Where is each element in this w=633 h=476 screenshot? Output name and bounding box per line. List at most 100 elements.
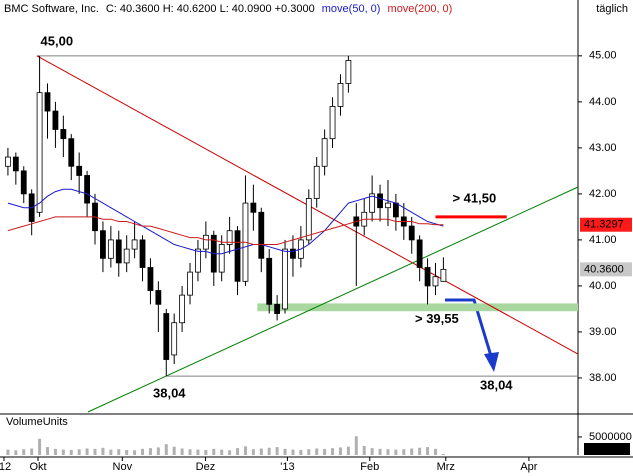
volume-bar xyxy=(6,449,10,455)
candle-body xyxy=(5,156,11,167)
volume-bar xyxy=(196,449,200,455)
volume-bar xyxy=(180,448,184,455)
quote: C: 40.3600 H: 40.6200 L: 40.0900 +0.3000 xyxy=(106,3,315,15)
volume-bar xyxy=(117,449,121,455)
volume-bar xyxy=(109,449,113,455)
volume-bar xyxy=(370,448,374,455)
volume-bar xyxy=(22,449,26,455)
y-tick-label: 43.00 xyxy=(589,142,617,154)
candle-body xyxy=(123,248,130,264)
volume-bar xyxy=(323,448,327,455)
arrow xyxy=(445,298,493,357)
level-label: 38,04 xyxy=(153,386,186,401)
candle-body xyxy=(266,257,273,305)
candle-body xyxy=(345,60,352,84)
moving-average xyxy=(7,188,444,255)
volume-bar xyxy=(418,447,422,455)
volume-bar xyxy=(141,448,145,455)
volume-bar xyxy=(378,448,382,455)
candle-body xyxy=(432,276,439,287)
volume-bar xyxy=(338,447,342,455)
volume-bar xyxy=(188,449,192,455)
y-tick-label: 45.00 xyxy=(589,50,617,62)
volume-bar xyxy=(331,448,335,455)
volume-bar xyxy=(402,449,406,455)
candle-body xyxy=(218,244,225,273)
y-tick-label: 38.00 xyxy=(589,372,617,384)
y-tick-label: 40.00 xyxy=(589,280,617,292)
candle-body xyxy=(321,138,328,167)
volume-last-label: 289039 xyxy=(588,443,625,455)
volume-bar xyxy=(38,438,42,455)
volume-bar xyxy=(228,450,232,455)
volume-bar xyxy=(354,436,358,455)
candle-body xyxy=(195,248,201,273)
volume-bar xyxy=(410,448,414,455)
volume-bar xyxy=(69,449,73,455)
volume-bar xyxy=(93,448,97,455)
candle-body xyxy=(36,92,43,213)
volume-bar xyxy=(53,448,57,455)
volume-bar xyxy=(307,449,311,455)
candle-body xyxy=(385,202,391,209)
moving-average xyxy=(7,216,444,245)
volume-bar xyxy=(101,447,105,455)
support-band xyxy=(257,303,578,312)
header: BMC Software, Inc. C: 40.3600 H: 40.6200… xyxy=(4,3,452,15)
volume-bar xyxy=(243,446,247,455)
candle-body xyxy=(282,248,288,310)
legend-entry: move(50, 0) xyxy=(322,3,381,15)
arrow-head xyxy=(484,352,499,372)
volume-bar xyxy=(148,448,152,455)
volume-bar xyxy=(133,450,137,455)
y-tick-label: 39.00 xyxy=(589,326,617,338)
candle-body xyxy=(76,165,83,176)
candle-body xyxy=(250,202,257,213)
volume-bar xyxy=(236,448,240,455)
candle-body xyxy=(440,268,447,282)
candle-body xyxy=(155,290,162,305)
volume-bar xyxy=(212,448,216,455)
x-tick-label: Feb xyxy=(360,461,379,473)
candle-body xyxy=(226,230,233,245)
candle-body xyxy=(84,175,90,204)
candle-body xyxy=(369,193,376,213)
volume-bar xyxy=(14,450,18,455)
candle-body xyxy=(234,230,241,282)
volume-bar xyxy=(172,446,176,455)
volume-bar xyxy=(61,449,65,455)
y-tick-label: 42.00 xyxy=(589,188,617,200)
candle-body xyxy=(179,294,186,324)
candle-body xyxy=(392,202,399,218)
candle-body xyxy=(258,211,265,259)
x-tick-label: Nov xyxy=(113,461,133,473)
resistance-label: > 41,50 xyxy=(452,190,496,205)
volume-bar xyxy=(85,448,89,455)
volume-bar xyxy=(291,449,295,455)
volume-bar xyxy=(251,449,255,455)
level-label: 45,00 xyxy=(41,33,74,48)
chart-title: BMC Software, Inc. xyxy=(4,3,99,15)
candle-body xyxy=(305,198,312,241)
candle-body xyxy=(377,193,383,209)
candle-body xyxy=(131,239,138,250)
candle-body xyxy=(60,129,67,140)
volume-bar xyxy=(315,448,319,455)
candle-body xyxy=(424,267,431,287)
volume-bar xyxy=(267,447,271,455)
candle-body xyxy=(313,165,320,199)
price-label-box xyxy=(580,217,632,232)
volume-bar xyxy=(77,449,81,455)
y-tick-label: 44.00 xyxy=(589,96,617,108)
volume-bar xyxy=(441,453,445,455)
candle-body xyxy=(147,267,154,291)
legend-entry: move(200, 0) xyxy=(388,3,453,15)
candle-body xyxy=(100,230,106,259)
volume-bar xyxy=(220,449,224,455)
volume-bar xyxy=(283,448,287,455)
volume-label-box xyxy=(584,443,630,455)
candle-body xyxy=(115,239,122,264)
candle-body xyxy=(290,248,296,259)
price-label: 41.3297 xyxy=(584,219,624,231)
volume-bar xyxy=(30,448,34,455)
